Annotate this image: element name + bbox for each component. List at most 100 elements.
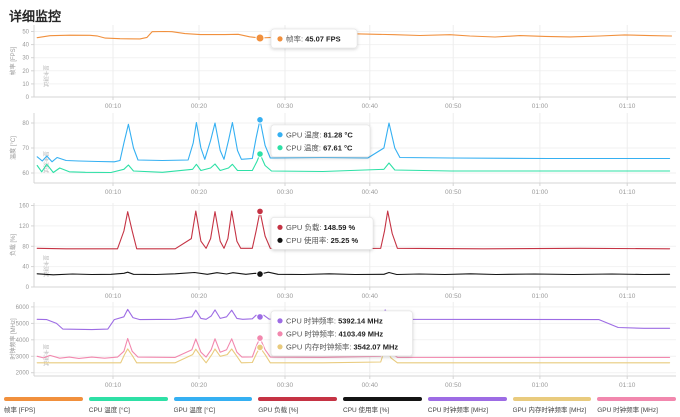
x-tick-label: 01:10 bbox=[619, 103, 636, 110]
tooltip-box bbox=[270, 216, 374, 250]
legend-color-bar bbox=[512, 397, 592, 401]
legend-color-bar bbox=[173, 397, 253, 401]
tooltip-dot bbox=[256, 270, 264, 278]
x-tick-label: 00:40 bbox=[362, 189, 379, 196]
legend-label: 帧率 [FPS] bbox=[4, 406, 36, 414]
tooltip: GPU 温度: 81.28 °C CPU 温度: 67.61 °C bbox=[270, 124, 371, 158]
legend-item-fps[interactable]: 帧率 [FPS] bbox=[4, 397, 83, 414]
x-tick-label: 01:00 bbox=[532, 189, 549, 196]
y-tick-label: 80 bbox=[22, 121, 29, 127]
legend-label: CPU 使用率 [%] bbox=[343, 406, 390, 414]
legend-label: GPU 内存时钟频率 [MHz] bbox=[512, 406, 587, 414]
x-tick-label: 00:10 bbox=[105, 103, 122, 110]
y-tick-label: 80 bbox=[22, 244, 29, 250]
tooltip-dot bbox=[256, 334, 264, 342]
y-tick-label: 120 bbox=[19, 224, 30, 230]
tooltip-text: CPU 温度: 67.61 °C bbox=[286, 142, 353, 152]
legend-item-cpu-temp[interactable]: CPU 温度 [°C] bbox=[88, 397, 168, 414]
x-tick-label: 00:50 bbox=[445, 293, 462, 300]
x-tick-label: 01:10 bbox=[619, 382, 636, 389]
x-tick-label: 00:10 bbox=[105, 189, 122, 196]
annotation-label: 显卡测试 bbox=[42, 344, 50, 367]
annotation-label: 显卡测试 bbox=[42, 151, 50, 174]
tooltip-marker-icon bbox=[277, 224, 283, 230]
tooltip-box bbox=[270, 124, 371, 158]
x-tick-label: 00:10 bbox=[105, 382, 122, 389]
tooltip-text: 帧率: 45.07 FPS bbox=[286, 34, 341, 44]
y-tick-label: 5000 bbox=[16, 321, 30, 327]
x-tick-label: 01:00 bbox=[532, 382, 549, 389]
legend-color-bar bbox=[88, 397, 168, 401]
tooltip-dot bbox=[256, 150, 264, 158]
legend-color-bar bbox=[427, 397, 507, 401]
x-tick-label: 00:20 bbox=[191, 382, 208, 389]
y-tick-label: 3000 bbox=[16, 354, 30, 360]
legend: 帧率 [FPS] CPU 温度 [°C] GPU 温度 [°C] GPU 负载 [%]… bbox=[4, 397, 676, 414]
tooltip: GPU 负载: 148.59 % CPU 使用率: 25.25 % bbox=[270, 216, 374, 250]
series-line bbox=[36, 210, 671, 250]
legend-label: GPU 温度 [°C] bbox=[173, 406, 216, 414]
legend-color-bar bbox=[4, 397, 83, 401]
legend-item-cpu-clock[interactable]: CPU 时钟频率 [MHz] bbox=[427, 397, 507, 414]
y-tick-label: 30 bbox=[22, 56, 29, 62]
y-axis-title: 时钟频率 [MHz] bbox=[9, 318, 17, 360]
legend-label: GPU 负载 [%] bbox=[258, 406, 299, 414]
x-tick-label: 00:20 bbox=[191, 189, 208, 196]
y-tick-label: 60 bbox=[22, 171, 29, 177]
tooltip-text: CPU 使用率: 25.25 % bbox=[286, 235, 358, 245]
legend-item-cpu-usage[interactable]: CPU 使用率 [%] bbox=[343, 397, 422, 414]
legend-label: CPU 时钟频率 [MHz] bbox=[427, 406, 489, 414]
legend-label: GPU 时钟频率 [MHz] bbox=[597, 406, 658, 414]
y-tick-label: 40 bbox=[22, 265, 29, 271]
y-tick-label: 0 bbox=[26, 285, 30, 291]
tooltip-marker-icon bbox=[277, 237, 283, 243]
x-tick-label: 00:30 bbox=[277, 293, 294, 300]
x-tick-label: 00:40 bbox=[362, 293, 379, 300]
page-title: 详细监控 bbox=[9, 9, 62, 24]
x-tick-label: 00:10 bbox=[105, 293, 122, 300]
x-tick-label: 00:20 bbox=[191, 293, 208, 300]
tooltip-dot bbox=[255, 33, 265, 43]
tooltip-marker-icon bbox=[277, 145, 283, 151]
tooltip-text: GPU 负载: 148.59 % bbox=[286, 222, 356, 232]
y-tick-label: 70 bbox=[22, 146, 29, 152]
tooltip: CPU 时钟频率: 5392.14 MHz GPU 时钟频率: 4103.49 M… bbox=[270, 310, 413, 357]
legend-label: CPU 温度 [°C] bbox=[88, 406, 130, 414]
legend-item-gpu-temp[interactable]: GPU 温度 [°C] bbox=[173, 397, 253, 414]
tooltip-dot bbox=[256, 207, 264, 216]
y-tick-label: 0 bbox=[26, 95, 30, 101]
legend-item-gpu-mem-clock[interactable]: GPU 内存时钟频率 [MHz] bbox=[512, 397, 592, 414]
tooltip-box bbox=[270, 310, 413, 357]
y-tick-label: 2000 bbox=[16, 371, 30, 377]
legend-color-bar bbox=[343, 397, 422, 401]
series-line bbox=[36, 153, 671, 174]
tooltip: 帧率: 45.07 FPS bbox=[270, 28, 358, 49]
tooltip-dot bbox=[256, 343, 264, 352]
x-tick-label: 00:40 bbox=[362, 103, 379, 110]
x-tick-label: 01:00 bbox=[532, 293, 549, 300]
y-tick-label: 160 bbox=[19, 204, 30, 210]
y-axis-title: 负载 [%] bbox=[9, 234, 17, 257]
y-tick-label: 10 bbox=[22, 82, 29, 88]
x-tick-label: 00:50 bbox=[445, 189, 462, 196]
tooltip-text: CPU 时钟频率: 5392.14 MHz bbox=[286, 315, 383, 325]
legend-item-gpu-clock[interactable]: GPU 时钟频率 [MHz] bbox=[597, 397, 676, 414]
legend-item-gpu-load[interactable]: GPU 负载 [%] bbox=[258, 397, 337, 414]
series-line bbox=[36, 30, 673, 40]
tooltip-marker-icon bbox=[277, 36, 283, 42]
tooltip-marker-icon bbox=[277, 318, 283, 324]
x-tick-label: 00:30 bbox=[277, 189, 294, 196]
y-axis-title: 帧率 [FPS] bbox=[9, 46, 17, 75]
x-tick-label: 00:20 bbox=[191, 103, 208, 110]
tooltip-marker-icon bbox=[277, 132, 283, 138]
x-tick-label: 00:50 bbox=[445, 382, 462, 389]
tooltip-marker-icon bbox=[277, 344, 283, 350]
series-line bbox=[36, 337, 671, 359]
annotation-label: 显卡测试 bbox=[42, 65, 50, 88]
y-tick-label: 6000 bbox=[16, 305, 30, 311]
annotation-label: 显卡测试 bbox=[42, 255, 50, 278]
